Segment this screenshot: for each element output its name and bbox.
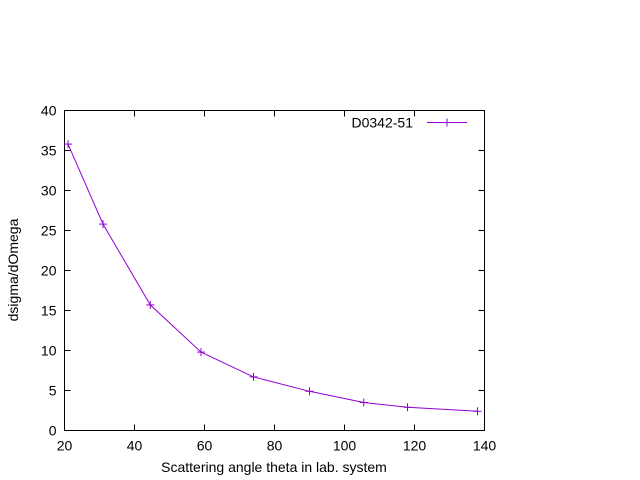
- y-axis-ticks: 0 5 10 15 20 25 30 35 40: [41, 103, 485, 439]
- x-tick-label: 80: [267, 438, 283, 454]
- data-point-marker: [473, 407, 482, 416]
- y-tick-label: 5: [49, 383, 57, 399]
- data-point-marker: [249, 372, 258, 381]
- x-tick-label: 100: [333, 438, 357, 454]
- legend-marker: [443, 118, 451, 127]
- y-tick-label: 10: [41, 343, 57, 359]
- legend-label: D0342-51: [352, 115, 414, 131]
- x-tick-label: 60: [197, 438, 213, 454]
- x-tick-label: 20: [57, 438, 73, 454]
- x-axis-label: Scattering angle theta in lab. system: [161, 459, 387, 475]
- y-tick-label: 30: [41, 183, 57, 199]
- data-point-marker: [64, 140, 72, 149]
- x-tick-label: 120: [403, 438, 427, 454]
- data-point-marker: [359, 398, 368, 407]
- data-point-marker: [305, 387, 314, 396]
- x-tick-label: 40: [127, 438, 143, 454]
- y-axis-label: dsigma/dOmega: [5, 218, 21, 321]
- data-point-marker: [146, 300, 155, 309]
- data-point-marker: [197, 348, 205, 357]
- y-tick-label: 0: [49, 423, 57, 439]
- y-tick-label: 25: [41, 223, 57, 239]
- y-tick-label: 20: [41, 263, 57, 279]
- series-layer: [64, 140, 482, 416]
- x-axis-ticks: 20 40 60 80 100 120 140: [57, 110, 497, 454]
- y-tick-label: 40: [41, 103, 57, 119]
- x-tick-label: 140: [473, 438, 497, 454]
- legend: D0342-51: [352, 115, 467, 131]
- y-tick-label: 15: [41, 303, 57, 319]
- series-line: [67, 143, 478, 412]
- y-tick-label: 35: [41, 143, 57, 159]
- data-point-marker: [403, 403, 412, 412]
- data-point-marker: [99, 220, 107, 229]
